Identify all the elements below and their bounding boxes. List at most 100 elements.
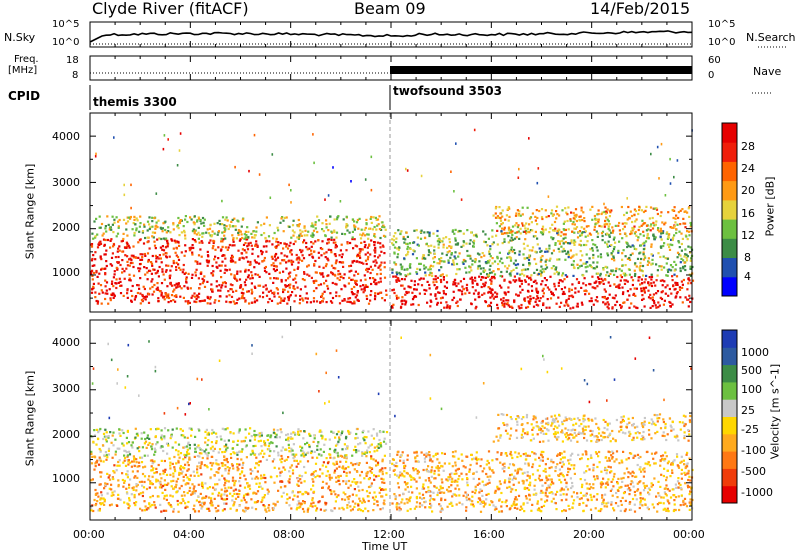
velocity-cell-0 bbox=[106, 492, 109, 495]
power-cell-3 bbox=[595, 230, 598, 233]
power-cell-2 bbox=[590, 297, 593, 300]
velocity-cell-2 bbox=[683, 497, 687, 500]
power-cell-0 bbox=[383, 276, 387, 279]
power-cell-2 bbox=[474, 276, 477, 279]
power-cell-1 bbox=[240, 225, 243, 228]
power-cell-3 bbox=[471, 259, 474, 262]
power-cell-1 bbox=[251, 236, 254, 239]
power-cell-1 bbox=[221, 223, 224, 226]
power-cell-3 bbox=[615, 267, 618, 270]
velocity-cell-2 bbox=[554, 469, 557, 473]
power-cell-2 bbox=[626, 290, 629, 293]
velocity-cell-0 bbox=[172, 510, 175, 513]
power-cell-3 bbox=[522, 253, 525, 256]
velocity-cell-0 bbox=[157, 495, 160, 498]
power-cell-1 bbox=[149, 226, 152, 229]
power-cell-2 bbox=[581, 303, 584, 306]
power-cell-0 bbox=[354, 270, 357, 273]
velocity-cell-2 bbox=[523, 510, 526, 513]
power-cell-0 bbox=[228, 294, 231, 297]
power-cell-3 bbox=[420, 229, 423, 232]
velocity-cell-1 bbox=[249, 427, 252, 430]
power-cell-0 bbox=[104, 279, 107, 282]
power-cell-0 bbox=[353, 285, 356, 289]
velocity-cell-1 bbox=[198, 452, 201, 455]
power-cell-1 bbox=[113, 221, 116, 224]
velocity-cell-1 bbox=[301, 452, 304, 455]
power-cell-3 bbox=[666, 274, 669, 277]
power-cell-4 bbox=[654, 223, 657, 226]
velocity-cell-0 bbox=[283, 459, 286, 462]
power-cell-0 bbox=[263, 259, 266, 262]
power-cell-2 bbox=[436, 303, 439, 306]
power-cell-3 bbox=[491, 262, 494, 265]
power-cell-0 bbox=[367, 267, 371, 270]
power-cell-0 bbox=[338, 254, 341, 257]
power-cell-4 bbox=[517, 214, 520, 217]
power-cell-3 bbox=[634, 262, 637, 265]
power-cell-0 bbox=[284, 279, 287, 282]
power-cell-0 bbox=[197, 254, 201, 257]
velocity-cell-2 bbox=[542, 504, 546, 507]
velocity-cell-2 bbox=[607, 465, 610, 468]
power-cell-3 bbox=[660, 265, 663, 268]
velocity-cell-0 bbox=[339, 460, 342, 463]
velocity-cell-1 bbox=[361, 452, 364, 455]
power-cell-3 bbox=[567, 251, 570, 254]
power-cell-2 bbox=[488, 287, 492, 290]
power-cell-0 bbox=[230, 273, 233, 276]
power-cell-3 bbox=[518, 253, 521, 256]
power-cell-1 bbox=[141, 231, 144, 234]
velocity-cell-1 bbox=[297, 433, 300, 436]
power-cell-3 bbox=[560, 245, 563, 248]
power-cell-2 bbox=[552, 294, 555, 297]
power-cell-0 bbox=[343, 284, 346, 287]
power-cell-3 bbox=[607, 240, 610, 243]
power-cell-4 bbox=[528, 231, 531, 234]
power-outlier bbox=[339, 200, 342, 203]
power-cell-4 bbox=[583, 217, 586, 220]
power-cell-4 bbox=[608, 215, 611, 218]
velocity-cell-0 bbox=[184, 463, 187, 466]
power-cell-0 bbox=[168, 255, 171, 258]
velocity-cell-0 bbox=[299, 478, 302, 481]
power-cell-0 bbox=[231, 255, 234, 258]
power-cell-1 bbox=[106, 215, 109, 218]
power-cell-4 bbox=[594, 223, 597, 226]
velocity-cell-1 bbox=[107, 435, 110, 438]
velocity-cell-1 bbox=[197, 444, 200, 447]
velocity-cell-1 bbox=[253, 453, 256, 456]
power-cell-1 bbox=[298, 236, 301, 239]
velocity-cell-0 bbox=[363, 477, 366, 480]
power-cell-0 bbox=[364, 243, 367, 247]
velocity-cell-0 bbox=[126, 458, 129, 462]
power-cell-0 bbox=[200, 255, 203, 258]
velocity-cell-1 bbox=[346, 447, 349, 450]
power-cell-0 bbox=[365, 297, 369, 300]
power-cell-0 bbox=[351, 238, 354, 241]
power-cell-3 bbox=[512, 262, 516, 265]
velocity-cell-2 bbox=[432, 455, 435, 458]
power-cell-3 bbox=[402, 237, 405, 240]
power-cell-1 bbox=[152, 236, 155, 239]
power-cell-0 bbox=[251, 291, 254, 294]
power-cell-3 bbox=[639, 269, 642, 272]
power-cell-2 bbox=[626, 280, 629, 283]
power-cell-0 bbox=[334, 282, 337, 285]
power-cell-1 bbox=[384, 228, 387, 231]
velocity-cell-0 bbox=[126, 470, 129, 473]
power-cell-0 bbox=[290, 249, 293, 252]
power-cell-3 bbox=[521, 272, 524, 275]
power-cell-3 bbox=[610, 244, 613, 247]
velocity-cell-0 bbox=[170, 480, 173, 483]
velocity-cell-0 bbox=[330, 476, 333, 479]
power-cell-0 bbox=[321, 300, 324, 303]
velocity-cell-1 bbox=[179, 452, 183, 455]
power-cell-3 bbox=[519, 273, 522, 276]
power-cell-0 bbox=[90, 270, 93, 273]
velocity-cell-1 bbox=[333, 450, 336, 454]
velocity-cell-0 bbox=[265, 458, 268, 461]
power-cell-0 bbox=[158, 290, 161, 293]
power-cell-1 bbox=[161, 227, 164, 230]
velocity-cell-0 bbox=[223, 455, 226, 458]
